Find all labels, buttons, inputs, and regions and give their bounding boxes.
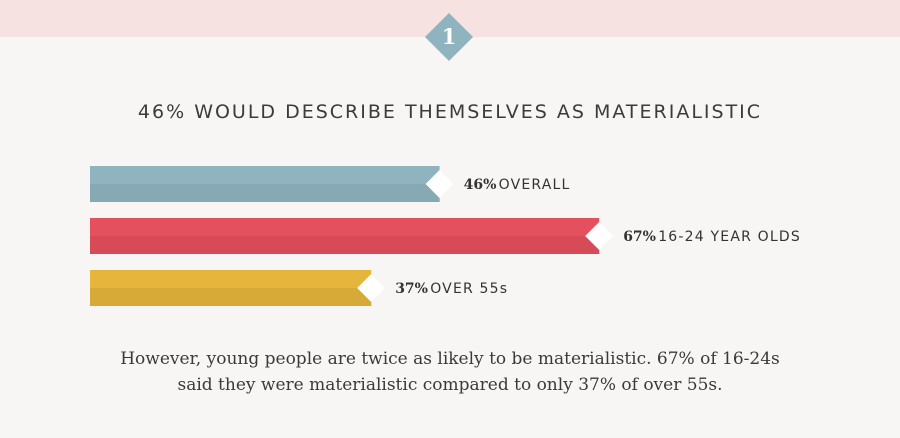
value-label-2: 37% xyxy=(395,281,428,297)
category-label-2: OVER 55s xyxy=(430,281,508,297)
bar-shade-0 xyxy=(90,184,440,202)
caption-line-2: said they were materialistic compared to… xyxy=(177,375,723,395)
section-number: 1 xyxy=(441,24,457,49)
caption: However, young people are twice as likel… xyxy=(0,346,900,398)
caption-line-1: However, young people are twice as likel… xyxy=(120,349,780,369)
bar-tip-0 xyxy=(425,170,454,198)
chart-title: 46% WOULD DESCRIBE THEMSELVES AS MATERIA… xyxy=(137,101,763,123)
bar-tip-1 xyxy=(585,222,614,250)
category-label-1: 16-24 YEAR OLDS xyxy=(658,229,801,245)
bar-tip-2 xyxy=(357,274,386,302)
bar-shade-1 xyxy=(90,236,600,254)
value-label-1: 67% xyxy=(623,229,656,245)
value-label-0: 46% xyxy=(464,177,497,193)
category-label-0: OVERALL xyxy=(499,177,571,193)
bar-chart: 46% OVERALL 67% 16-24 YEAR OLDS 37% OVER 55s xyxy=(90,166,801,306)
bar-shade-2 xyxy=(90,288,372,306)
